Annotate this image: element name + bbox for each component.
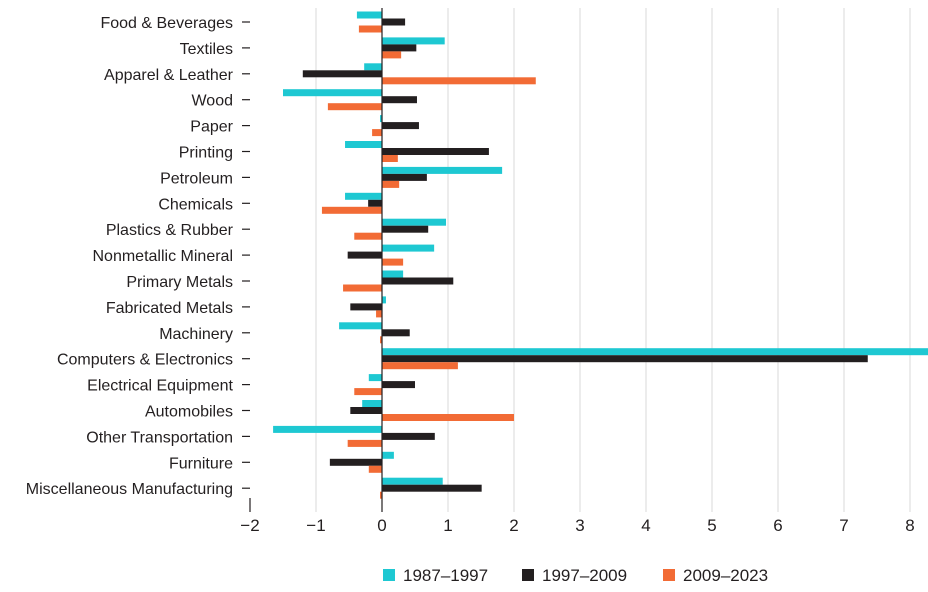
bar-1	[382, 348, 928, 356]
bar-1	[356, 11, 382, 19]
bar-2	[382, 329, 410, 337]
bar-2	[382, 122, 419, 130]
category-label: Other Transportation	[86, 429, 233, 446]
bar-3	[382, 180, 400, 188]
bar-2	[382, 96, 417, 104]
category-label: Wood	[191, 93, 233, 110]
bar-1	[382, 166, 503, 174]
x-tick-label: 5	[707, 516, 716, 535]
bar-1	[382, 451, 394, 459]
bar-3	[372, 129, 382, 137]
category-label: Machinery	[159, 326, 233, 343]
bar-2	[382, 173, 427, 181]
bar-1	[382, 270, 404, 278]
bar-1	[345, 141, 382, 148]
bar-3	[382, 155, 398, 162]
bar-2	[368, 199, 382, 207]
bar-3	[382, 258, 404, 266]
bar-3	[321, 206, 382, 214]
bar-1	[364, 63, 382, 71]
category-label: Chemicals	[158, 196, 233, 213]
x-tick-label: 3	[575, 516, 584, 535]
bar-3	[382, 414, 514, 421]
bar-2	[382, 355, 868, 363]
x-tick-label: 7	[839, 516, 848, 535]
legend-label: 1997–2009	[542, 566, 627, 585]
category-labels: Food & Beverages Textiles Apparel & Leathe…	[26, 15, 250, 498]
bar-2	[302, 70, 382, 78]
bar-3	[380, 491, 382, 499]
category-label: Automobiles	[145, 404, 233, 421]
x-tick-label: 6	[773, 516, 782, 535]
bar-3	[327, 103, 382, 111]
bar-3	[382, 77, 536, 85]
legend: 1987–1997 1997–2009 2009–2023	[383, 566, 768, 585]
bar-2	[350, 303, 382, 311]
bar-2	[382, 432, 435, 440]
bar-2	[382, 277, 454, 285]
bar-3	[376, 310, 382, 318]
bar-2	[382, 225, 429, 233]
legend-label: 1987–1997	[403, 566, 488, 585]
x-axis: −2 −1 0 1 2 3 4 5 6 7 8	[240, 498, 915, 535]
bar-1	[382, 244, 435, 252]
bar-3	[368, 465, 382, 473]
bar-3	[358, 25, 382, 33]
bar-3	[354, 388, 382, 396]
bar-1	[368, 374, 382, 382]
bar-2	[347, 251, 382, 259]
category-label: Nonmetallic Mineral	[93, 248, 234, 265]
bar-1	[382, 37, 445, 45]
bar-1	[339, 322, 382, 330]
bars	[273, 8, 928, 512]
gridlines	[315, 8, 911, 512]
bar-3	[354, 232, 382, 240]
category-label: Primary Metals	[126, 274, 233, 291]
bar-2	[382, 148, 489, 155]
bar-1	[382, 296, 386, 304]
category-label: Textiles	[180, 41, 233, 58]
category-label: Food & Beverages	[100, 15, 233, 32]
x-tick-label: 0	[377, 516, 386, 535]
legend-swatch	[522, 569, 534, 581]
category-label: Paper	[190, 119, 233, 136]
category-label: Computers & Electronics	[57, 352, 233, 369]
bar-2	[382, 18, 406, 26]
legend-swatch	[663, 569, 675, 581]
x-tick-label: 2	[509, 516, 518, 535]
bar-1	[345, 192, 382, 200]
bar-1	[283, 89, 382, 97]
bar-2	[382, 44, 417, 52]
x-tick-label: −1	[306, 516, 325, 535]
x-tick-label: −2	[240, 516, 259, 535]
legend-label: 2009–2023	[683, 566, 768, 585]
category-label: Apparel & Leather	[104, 67, 234, 84]
x-tick-label: 4	[641, 516, 650, 535]
bar-3	[382, 362, 458, 370]
bar-3	[343, 284, 382, 292]
category-label: Electrical Equipment	[87, 378, 233, 395]
bar-3	[380, 336, 382, 344]
x-tick-label: 8	[905, 516, 914, 535]
category-label: Plastics & Rubber	[106, 222, 234, 239]
bar-1	[382, 218, 447, 226]
category-label: Fabricated Metals	[106, 300, 233, 317]
category-label: Furniture	[169, 455, 233, 472]
bar-1	[273, 425, 382, 433]
bar-2	[382, 381, 415, 389]
category-label: Petroleum	[160, 170, 233, 187]
category-label: Printing	[179, 145, 233, 162]
x-tick-label: 1	[443, 516, 452, 535]
category-label: Miscellaneous Manufacturing	[26, 481, 233, 498]
bar-1	[382, 477, 443, 485]
bar-2	[350, 407, 382, 414]
bar-3	[382, 51, 402, 59]
bar-1	[362, 400, 382, 407]
bar-3	[347, 439, 382, 447]
legend-swatch	[383, 569, 395, 581]
bar-1	[380, 115, 382, 123]
bar-2	[382, 484, 482, 492]
bar-2	[329, 458, 382, 466]
